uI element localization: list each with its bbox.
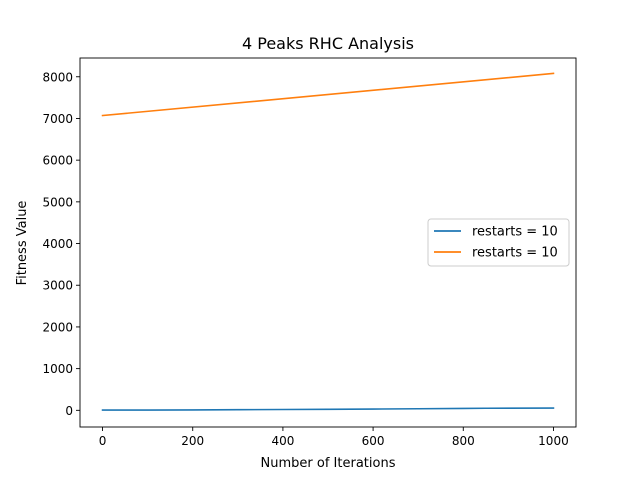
y-tick-label: 0: [65, 404, 73, 418]
y-tick-label: 4000: [42, 237, 73, 251]
legend-label-2: restarts = 10: [472, 246, 558, 261]
x-tick-label: 400: [271, 434, 294, 448]
chart-title: 4 Peaks RHC Analysis: [242, 34, 414, 53]
y-tick-label: 6000: [42, 154, 73, 168]
legend-label-1: restarts = 10: [472, 225, 558, 240]
legend: restarts = 10 restarts = 10: [427, 218, 570, 267]
y-axis-label: Fitness Value: [15, 201, 30, 286]
x-tick-label: 600: [362, 434, 385, 448]
x-tick-label: 1000: [538, 434, 569, 448]
legend-box: [427, 218, 570, 267]
y-tick-label: 5000: [42, 195, 73, 209]
y-tick-label: 3000: [42, 279, 73, 293]
axes-frame: [79, 57, 577, 428]
x-tick-label: 0: [99, 434, 107, 448]
series-line-1: [101, 407, 555, 411]
y-tick-label: 7000: [42, 112, 73, 126]
y-tick-label: 2000: [42, 320, 73, 334]
y-tick-label: 8000: [42, 70, 73, 84]
axes-layer: 0 200 400 600 800 1000 0 1000 2000 3000 4000 5000 60…: [42, 57, 577, 448]
series-layer: [101, 72, 555, 411]
series-line-2: [101, 72, 555, 117]
y-tick-label: 1000: [42, 362, 73, 376]
x-tick-label: 200: [181, 434, 204, 448]
x-axis-label: Number of Iterations: [261, 456, 396, 471]
x-tick-label: 800: [452, 434, 475, 448]
